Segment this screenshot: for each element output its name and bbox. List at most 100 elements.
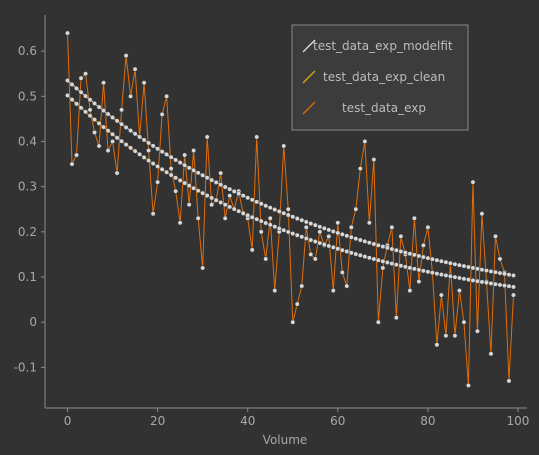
data-point-clean	[182, 180, 188, 186]
data-point-clean	[65, 92, 70, 98]
data-point-noisy	[74, 152, 79, 158]
data-point-clean	[506, 283, 512, 289]
data-point-clean	[281, 227, 287, 233]
data-point-fit	[276, 208, 282, 214]
data-point-noisy	[123, 53, 129, 59]
data-point-clean	[475, 278, 480, 284]
data-point-clean	[177, 177, 183, 183]
data-point-clean	[195, 188, 201, 194]
data-point-fit	[101, 108, 107, 114]
legend-box	[291, 24, 469, 131]
data-point-fit	[393, 247, 399, 253]
data-point-noisy	[353, 206, 359, 212]
data-point-clean	[92, 117, 98, 123]
data-point-fit	[493, 269, 498, 275]
data-point-fit	[335, 230, 341, 236]
y-tick-label: 0.6	[18, 44, 37, 58]
data-point-noisy	[299, 283, 305, 289]
data-point-noisy	[146, 148, 152, 153]
data-point-clean	[344, 249, 350, 254]
data-point-clean	[231, 206, 237, 212]
data-point-fit	[402, 250, 408, 256]
data-point-fit	[389, 246, 395, 252]
data-point-clean	[375, 257, 381, 263]
data-point-clean	[123, 142, 129, 148]
data-point-fit	[398, 248, 404, 254]
data-point-clean	[240, 210, 246, 216]
data-point-fit	[123, 124, 129, 130]
data-point-clean	[258, 218, 264, 224]
data-point-noisy	[420, 242, 426, 248]
data-point-fit	[150, 143, 156, 149]
data-point-clean	[407, 265, 413, 271]
data-point-clean	[236, 208, 242, 214]
data-point-clean	[411, 266, 417, 272]
data-point-noisy	[254, 134, 260, 140]
data-point-noisy	[96, 143, 102, 149]
x-tick-label: 60	[330, 414, 345, 428]
data-point-fit	[506, 272, 512, 278]
data-point-clean	[137, 151, 143, 157]
data-point-noisy	[290, 319, 296, 325]
data-point-clean	[285, 229, 291, 235]
data-point-fit	[258, 201, 264, 207]
data-point-noisy	[470, 179, 476, 185]
data-point-clean	[132, 148, 138, 154]
data-point-noisy	[65, 30, 70, 36]
data-point-noisy	[195, 215, 201, 221]
data-point-noisy	[317, 229, 323, 235]
data-point-clean	[380, 258, 386, 264]
data-point-noisy	[375, 319, 381, 325]
data-point-noisy	[101, 80, 107, 86]
data-point-fit	[380, 244, 386, 250]
data-point-clean	[101, 124, 107, 130]
data-point-noisy	[110, 139, 116, 144]
data-point-clean	[150, 161, 156, 166]
data-point-noisy	[348, 224, 354, 230]
data-point-clean	[263, 220, 269, 226]
data-point-fit	[200, 172, 206, 178]
x-tick-label: 0	[64, 414, 72, 428]
data-point-noisy	[182, 152, 188, 158]
data-point-noisy	[294, 301, 300, 307]
data-point-fit	[240, 193, 246, 199]
x-tick-label: 40	[240, 414, 255, 428]
data-point-fit	[456, 262, 462, 268]
data-point-clean	[493, 281, 498, 287]
data-point-noisy	[83, 71, 88, 77]
data-point-fit	[209, 177, 215, 183]
data-point-clean	[317, 240, 323, 246]
data-point-noisy	[357, 166, 363, 172]
data-point-fit	[348, 234, 354, 240]
data-point-clean	[488, 280, 494, 286]
data-point-fit	[384, 245, 390, 251]
data-point-fit	[213, 179, 219, 185]
data-point-fit	[83, 93, 88, 99]
data-point-fit	[74, 85, 79, 91]
data-point-noisy	[452, 333, 458, 339]
data-point-fit	[434, 257, 440, 263]
data-point-fit	[231, 188, 237, 194]
data-point-fit	[303, 219, 309, 225]
data-point-fit	[249, 197, 255, 203]
data-point-clean	[105, 128, 111, 134]
data-point-noisy	[389, 224, 395, 230]
data-point-clean	[402, 264, 408, 270]
data-point-fit	[222, 184, 228, 190]
data-point-fit	[87, 97, 93, 103]
data-point-fit	[218, 182, 224, 188]
data-point-fit	[326, 227, 332, 233]
data-point-clean	[371, 256, 377, 262]
data-point-clean	[348, 250, 354, 256]
data-point-noisy	[258, 229, 264, 235]
data-point-noisy	[227, 193, 233, 199]
legend-swatch	[302, 39, 316, 53]
data-point-noisy	[267, 215, 273, 221]
data-point-noisy	[506, 378, 512, 384]
data-point-noisy	[119, 107, 125, 113]
data-point-fit	[290, 214, 296, 220]
data-point-clean	[470, 277, 476, 283]
data-point-noisy	[168, 166, 174, 172]
data-point-clean	[420, 268, 426, 274]
data-point-clean	[456, 275, 462, 281]
